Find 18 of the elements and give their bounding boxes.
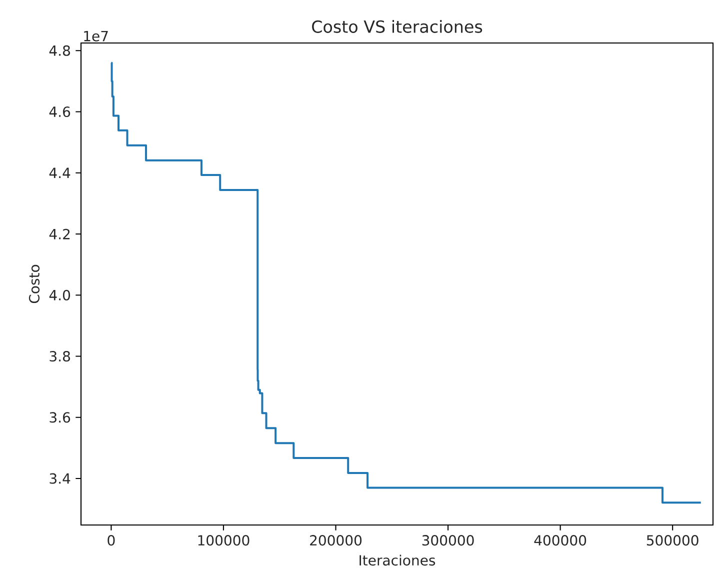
- x-tick-label: 200000: [310, 535, 362, 546]
- y-tick-label: 3.8: [50, 350, 70, 362]
- y-tick-label: 4.8: [49, 45, 70, 56]
- x-tick-label: 500000: [646, 535, 698, 546]
- chart-title: Costo VS iteraciones: [312, 20, 482, 33]
- y-tick-label: 3.6: [50, 412, 70, 423]
- y-tick-label: 4.0: [49, 290, 70, 300]
- y-axis-title: Costo: [28, 264, 40, 304]
- y-tick-label: 4.2: [49, 228, 70, 240]
- x-tick-label: 100000: [198, 535, 250, 546]
- y-tick-label: 4.6: [49, 106, 70, 118]
- text: 1e7: [84, 30, 108, 42]
- x-tick-label: 300000: [422, 535, 474, 546]
- x-tick-label: 400000: [534, 535, 586, 546]
- x-tick-label: 0: [108, 535, 115, 546]
- y-tick-label: 3.4: [50, 473, 70, 484]
- y-tick-label: 4.4: [49, 168, 70, 178]
- x-axis-title: Iteraciones: [360, 554, 436, 566]
